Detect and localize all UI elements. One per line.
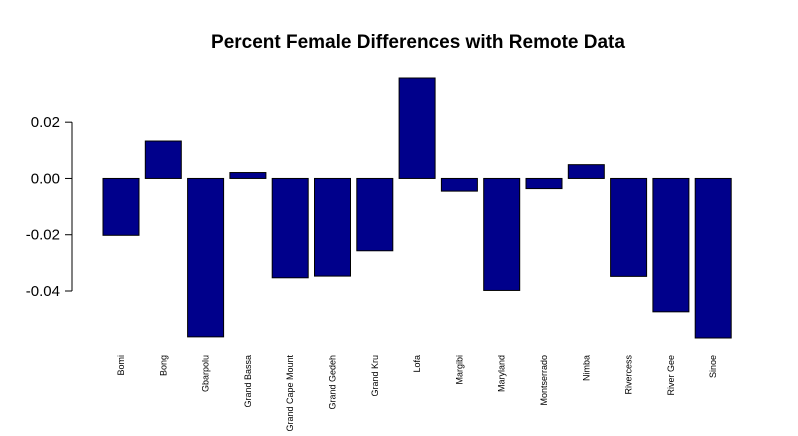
category-labels: Bomi Bong Gbarpolu Grand Bassa Grand Cape Mo…: [116, 355, 718, 432]
category-label: Grand Bassa: [243, 355, 253, 408]
bar: [356, 177, 394, 252]
bar: [102, 177, 140, 236]
category-label: Margibi: [454, 355, 464, 385]
category-label: River Gee: [666, 355, 676, 396]
category-label: Bomi: [116, 355, 126, 376]
category-label: Montserrado: [539, 355, 549, 406]
y-tick-label: 0.02: [31, 114, 60, 131]
y-tick-label: 0.00: [31, 170, 60, 187]
bar: [271, 177, 309, 279]
bar: [314, 177, 351, 277]
y-tick-label: -0.02: [26, 227, 60, 244]
bar: [398, 77, 436, 179]
bar: [652, 177, 690, 313]
category-label: Rivercess: [624, 355, 634, 395]
category-label: Sinoe: [708, 355, 718, 378]
bar: [440, 177, 478, 192]
bar: [483, 177, 521, 291]
y-axis: 0.02 0.00 -0.02 -0.04: [26, 114, 73, 300]
bar: [525, 177, 563, 190]
category-label: Bong: [158, 355, 168, 376]
bar: [187, 177, 225, 338]
category-label: Grand Gedeh: [328, 355, 338, 410]
category-label: Nimba: [581, 355, 591, 381]
category-label: Maryland: [497, 355, 507, 392]
bars: [102, 77, 732, 339]
bar: [694, 177, 732, 339]
category-label: Grand Cape Mount: [285, 355, 295, 432]
category-label: Gbarpolu: [201, 355, 211, 392]
y-tick-label: -0.04: [26, 283, 60, 300]
bar: [567, 164, 605, 179]
bar: [229, 172, 267, 179]
bar: [610, 177, 648, 277]
category-label: Grand Kru: [370, 355, 380, 397]
category-label: Lofa: [412, 355, 422, 373]
chart-title: Percent Female Differences with Remote D…: [211, 32, 625, 53]
bar: [144, 140, 182, 179]
